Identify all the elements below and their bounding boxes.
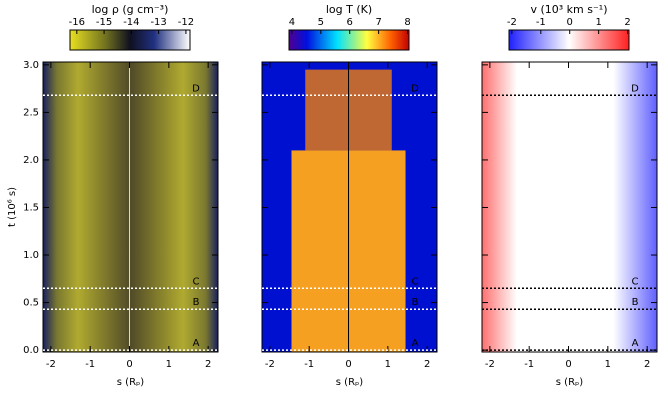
x-tick-label: -1 [85, 359, 95, 370]
marker-label: A [412, 338, 419, 349]
y-tick-label: 0.5 [23, 298, 39, 309]
colorbar-tick-label: -13 [150, 17, 166, 28]
x-tick-label: 0 [345, 359, 351, 370]
marker-label: D [411, 83, 419, 94]
colorbar-tick-label: -12 [178, 17, 194, 28]
colorbar-tick-label: -2 [507, 17, 517, 28]
x-axis-label: s (Rₚ) [336, 377, 364, 388]
x-tick-label: 0 [565, 359, 571, 370]
colorbar-tick-label: -15 [96, 17, 112, 28]
x-tick-label: 2 [644, 359, 650, 370]
marker-label: A [632, 338, 639, 349]
colorbar [288, 29, 410, 51]
colorbar-title: v (10³ km s⁻¹) [530, 3, 607, 16]
y-tick-label: 1.5 [23, 202, 39, 213]
x-tick-label: 1 [605, 359, 611, 370]
colorbar-tick-label: 6 [347, 17, 353, 28]
x-axis-label: s (Rₚ) [117, 377, 145, 388]
y-axis-label: t (10⁶ s) [7, 187, 18, 227]
x-tick-label: -2 [46, 359, 56, 370]
y-tick-label: 0.0 [23, 345, 39, 356]
colorbar-tick-label: 8 [404, 17, 410, 28]
colorbar-tick-label: 7 [375, 17, 381, 28]
colorbar [508, 29, 630, 51]
colorbar-title: log ρ (g cm⁻³) [92, 3, 169, 16]
x-tick-label: -1 [524, 359, 534, 370]
colorbar-tick-label: -14 [123, 17, 139, 28]
marker-label: A [193, 338, 200, 349]
colorbar [69, 29, 191, 51]
x-tick-label: 0 [126, 359, 132, 370]
marker-label: B [193, 297, 200, 308]
y-tick-label: 2.0 [23, 155, 39, 166]
marker-label: C [193, 276, 200, 287]
heatmap [482, 62, 657, 352]
colorbar-tick-label: -1 [536, 17, 546, 28]
x-tick-label: -1 [304, 359, 314, 370]
x-tick-label: 1 [385, 359, 391, 370]
y-tick-label: 1.0 [23, 250, 39, 261]
marker-label: C [632, 276, 639, 287]
colorbar-tick-label: 5 [318, 17, 324, 28]
marker-label: C [412, 276, 419, 287]
colorbar-title: log T (K) [326, 3, 372, 16]
x-tick-label: 2 [205, 359, 211, 370]
colorbar-tick-label: 4 [289, 17, 295, 28]
colorbar-tick-label: 0 [567, 17, 573, 28]
colorbar-tick-label: 1 [595, 17, 601, 28]
marker-label: B [632, 297, 639, 308]
y-tick-label: 2.5 [23, 107, 39, 118]
marker-label: D [192, 83, 200, 94]
colorbar-tick-label: -16 [69, 17, 85, 28]
heatmap [43, 62, 218, 352]
x-axis-label: s (Rₚ) [556, 377, 584, 388]
x-tick-label: 2 [424, 359, 430, 370]
x-tick-label: -2 [265, 359, 275, 370]
colorbar-tick-label: 2 [624, 17, 630, 28]
x-tick-label: 1 [166, 359, 172, 370]
marker-label: D [631, 83, 639, 94]
x-tick-label: -2 [485, 359, 495, 370]
marker-label: B [412, 297, 419, 308]
y-tick-label: 3.0 [23, 60, 39, 71]
